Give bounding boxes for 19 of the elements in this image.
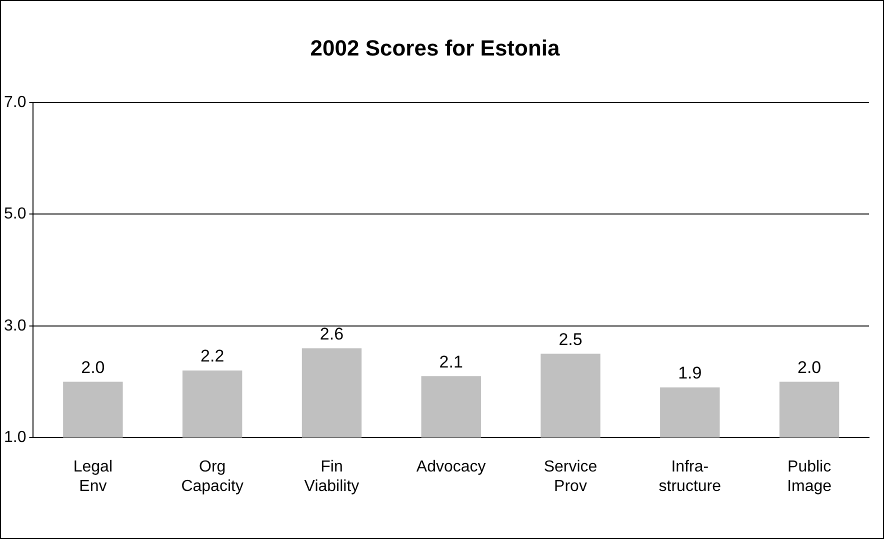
x-tick-label: Infra-structure — [658, 458, 722, 495]
x-tick-label: Legal Env — [73, 458, 113, 495]
data-label: 2.1 — [439, 352, 463, 372]
x-tick-label: Service Prov — [544, 458, 598, 495]
data-label: 2.6 — [320, 324, 344, 344]
y-tick-label: 5.0 — [4, 206, 26, 223]
x-tick-label: Public Image — [787, 458, 832, 495]
y-tick-label: 7.0 — [4, 94, 26, 111]
data-label: 1.9 — [678, 364, 702, 383]
data-label: 2.2 — [200, 346, 224, 366]
x-tick-label: Org Capacity — [181, 458, 244, 495]
data-label: 2.0 — [797, 358, 822, 377]
chart-title: 2002 Scores for Estonia — [310, 35, 560, 60]
x-tick-label: Fin Viability — [304, 458, 360, 495]
data-label: 2.5 — [558, 330, 582, 349]
data-label: 2.0 — [81, 358, 105, 377]
y-tick-label: 1.0 — [4, 429, 26, 446]
x-tick-label: Advocacy — [416, 458, 486, 476]
y-tick-label: 3.0 — [4, 317, 26, 334]
